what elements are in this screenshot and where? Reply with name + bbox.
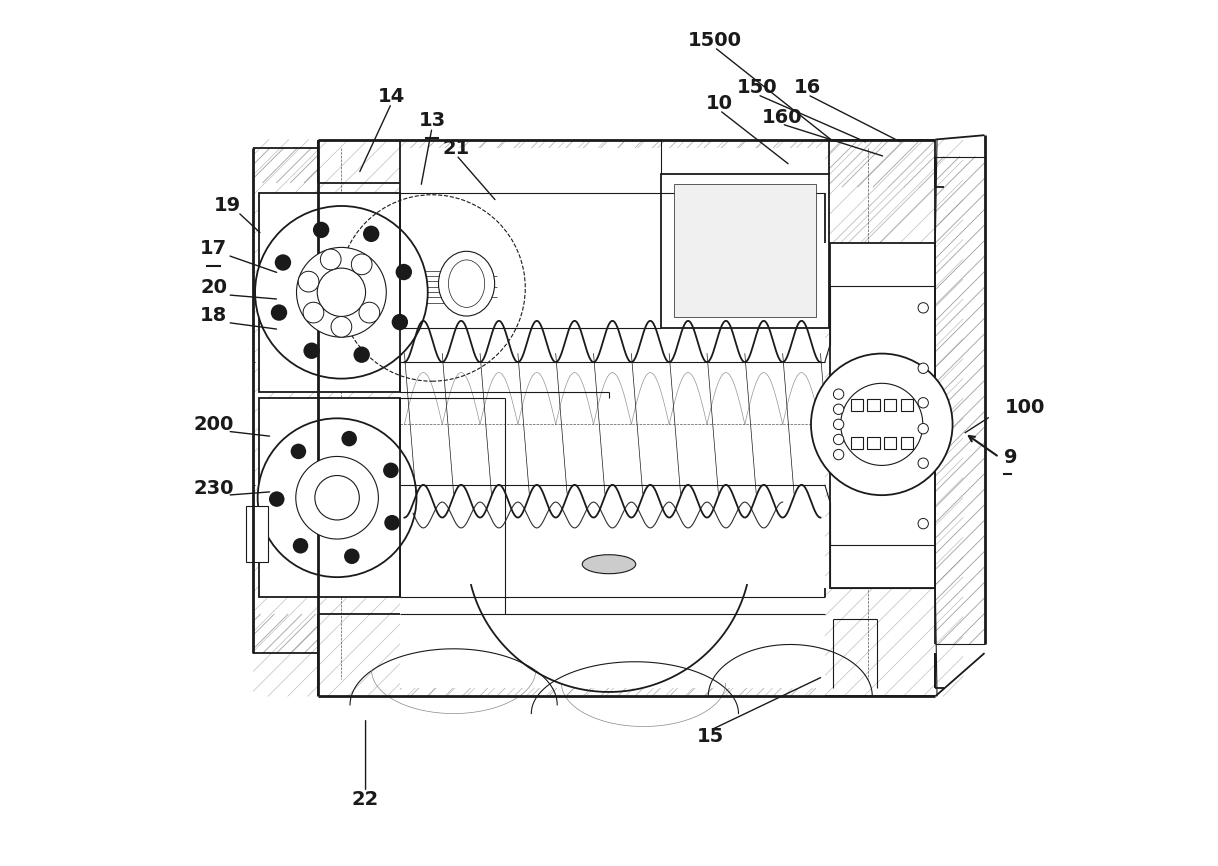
Circle shape [341,431,357,446]
Bar [884,437,896,449]
Circle shape [298,271,319,292]
Text: 9: 9 [1005,448,1018,467]
Ellipse shape [438,251,495,316]
Circle shape [343,548,359,564]
Circle shape [811,353,952,495]
Text: 230: 230 [194,479,234,498]
Circle shape [296,456,379,539]
Circle shape [291,443,306,459]
Text: 150: 150 [737,78,778,97]
Text: 160: 160 [761,107,801,126]
Bar [851,399,864,411]
Circle shape [384,515,400,531]
Circle shape [918,423,928,434]
Text: 22: 22 [352,790,379,809]
Circle shape [833,389,844,399]
Text: 100: 100 [1005,397,1045,417]
Bar [674,184,816,317]
Circle shape [351,254,371,275]
Text: 21: 21 [442,139,470,158]
Bar [259,398,400,597]
Text: 15: 15 [697,727,725,746]
Bar [661,174,829,327]
Text: 200: 200 [194,415,234,434]
Circle shape [353,346,370,363]
Circle shape [303,302,324,323]
Bar [400,148,825,688]
Circle shape [833,434,844,444]
Circle shape [384,462,398,478]
Circle shape [918,458,928,469]
Text: 20: 20 [200,279,227,298]
Text: 10: 10 [706,94,733,113]
Text: 1500: 1500 [687,30,742,49]
Circle shape [359,302,380,323]
Circle shape [275,255,291,271]
Circle shape [303,343,320,359]
Circle shape [313,222,329,238]
Bar [900,399,912,411]
Text: 16: 16 [794,78,821,97]
Bar [829,243,935,588]
Circle shape [833,449,844,460]
Circle shape [918,363,928,373]
Text: 13: 13 [419,111,446,130]
Circle shape [396,264,412,281]
Circle shape [918,519,928,529]
Circle shape [918,302,928,313]
Bar [259,193,400,391]
Circle shape [314,475,359,520]
Circle shape [320,249,341,270]
Text: 14: 14 [378,87,406,106]
Circle shape [292,538,308,553]
Bar [246,507,268,563]
Circle shape [918,397,928,408]
Circle shape [840,384,923,465]
Circle shape [296,248,386,337]
Circle shape [255,206,428,378]
Bar [867,399,879,411]
Circle shape [270,304,287,320]
Text: 17: 17 [200,239,228,258]
Bar [851,437,864,449]
Bar [867,437,879,449]
Circle shape [258,418,417,577]
Circle shape [363,226,379,242]
Circle shape [269,491,285,507]
Text: 18: 18 [200,306,228,325]
Circle shape [331,316,352,337]
Circle shape [392,313,408,330]
Text: 19: 19 [214,196,241,215]
Ellipse shape [582,555,636,573]
Ellipse shape [448,260,485,307]
Bar [900,437,912,449]
Circle shape [317,268,365,316]
Circle shape [833,404,844,415]
Bar [884,399,896,411]
Circle shape [833,419,844,430]
